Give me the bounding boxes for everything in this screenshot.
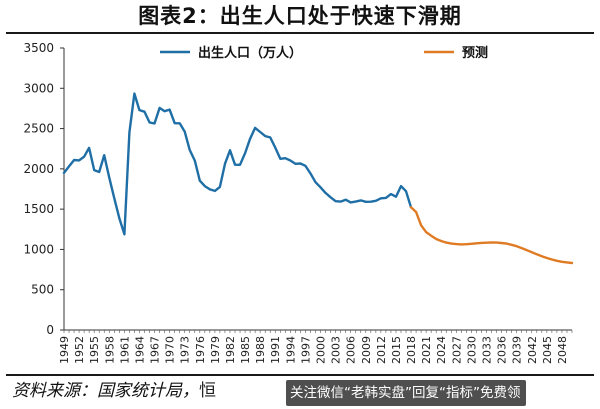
y-tick-label: 1500 bbox=[23, 202, 54, 216]
x-tick-label: 2021 bbox=[420, 336, 433, 364]
x-tick-label: 1961 bbox=[118, 336, 131, 364]
legend-label: 出生人口（万人） bbox=[198, 45, 302, 61]
x-tick-label: 2030 bbox=[465, 336, 478, 364]
x-tick-label: 2015 bbox=[390, 336, 403, 364]
x-tick-label: 1982 bbox=[224, 336, 237, 364]
x-tick-label: 1973 bbox=[179, 336, 192, 364]
x-tick-label: 1994 bbox=[284, 336, 297, 364]
series-line-births bbox=[62, 92, 413, 236]
source-rest: 恒 bbox=[199, 381, 216, 401]
y-tick-label: 0 bbox=[46, 323, 54, 337]
x-tick-label: 1967 bbox=[149, 336, 162, 364]
y-tick-label: 2000 bbox=[23, 162, 54, 176]
x-tick-label: 1949 bbox=[58, 336, 71, 364]
title-rule bbox=[6, 32, 594, 34]
x-tick-label: 2012 bbox=[375, 336, 388, 364]
x-tick-label: 1991 bbox=[269, 336, 282, 364]
x-tick-label: 2027 bbox=[450, 336, 463, 364]
y-tick-label: 3500 bbox=[23, 41, 54, 55]
x-tick-label: 2006 bbox=[345, 336, 358, 364]
x-tick-label: 2048 bbox=[556, 336, 569, 364]
x-tick-label: 2039 bbox=[511, 336, 524, 364]
x-tick-label: 1976 bbox=[194, 336, 207, 364]
x-tick-label: 1988 bbox=[254, 336, 267, 364]
x-tick-label: 2003 bbox=[330, 336, 343, 364]
source-label: 资料来源：国家统计局， bbox=[12, 381, 199, 401]
series-line-forecast bbox=[409, 206, 574, 265]
x-tick-label: 1964 bbox=[133, 336, 146, 364]
x-tick-label: 1970 bbox=[164, 336, 177, 364]
x-tick-label: 1955 bbox=[88, 336, 101, 364]
x-tick-label: 2042 bbox=[526, 336, 539, 364]
x-tick-label: 2036 bbox=[496, 336, 509, 364]
x-tick-label: 2033 bbox=[480, 336, 493, 364]
x-tick-label: 1958 bbox=[103, 336, 116, 364]
y-tick-label: 500 bbox=[31, 283, 54, 297]
x-tick-label: 2009 bbox=[360, 336, 373, 364]
x-tick-label: 1952 bbox=[73, 336, 86, 364]
x-tick-label: 1997 bbox=[299, 336, 312, 364]
y-tick-label: 3000 bbox=[23, 81, 54, 95]
footer-rule bbox=[6, 374, 594, 376]
y-tick-label: 1000 bbox=[23, 242, 54, 256]
line-chart: 0 500 1000 1500 2000 2500 3000 3500 1949 1952 1955… bbox=[23, 41, 574, 364]
chart-title: 图表2：出生人口处于快速下滑期 bbox=[138, 4, 462, 28]
legend-label: 预测 bbox=[462, 45, 488, 61]
x-tick-label: 1979 bbox=[209, 336, 222, 364]
x-tick-label: 1985 bbox=[239, 336, 252, 364]
x-tick-label: 2018 bbox=[405, 336, 418, 364]
x-tick-label: 2024 bbox=[435, 336, 448, 364]
wechat-promo-badge[interactable]: 关注微信“老韩实盘”回复“指标”免费领 bbox=[286, 380, 527, 406]
watermark-text: 泽平宏观 bbox=[532, 392, 572, 403]
source-note: 资料来源：国家统计局，恒 bbox=[12, 376, 216, 406]
x-tick-label: 2000 bbox=[315, 336, 328, 364]
y-tick-label: 2500 bbox=[23, 122, 54, 136]
x-tick-label: 2045 bbox=[541, 336, 554, 364]
